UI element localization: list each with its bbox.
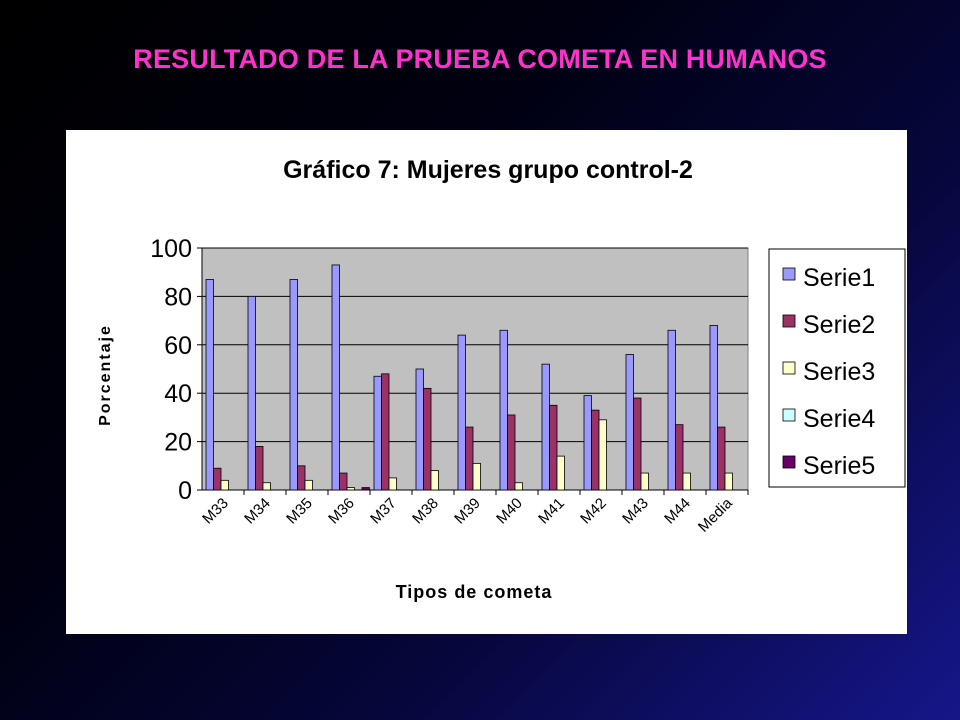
bar-serie5	[361, 487, 370, 491]
bar-serie2	[507, 414, 516, 491]
bar-serie2	[591, 409, 600, 491]
x-tick-label: M35	[283, 495, 316, 528]
x-tick-label: M37	[367, 495, 400, 528]
x-tick-label: M42	[577, 495, 610, 528]
legend-swatch	[782, 361, 796, 375]
bar-serie2	[675, 424, 684, 491]
legend-entry: Serie3	[803, 358, 875, 386]
bar-serie1	[625, 354, 634, 491]
y-tick-label: 80	[164, 283, 192, 311]
bar-serie3	[472, 462, 481, 491]
bar-serie1	[205, 279, 214, 491]
bar-serie3	[514, 482, 523, 491]
bar-serie1	[247, 295, 256, 491]
bar-serie1	[289, 279, 298, 491]
y-tick-label: 100	[150, 235, 192, 263]
bar-serie3	[220, 479, 229, 491]
x-tick-label: M33	[199, 495, 232, 528]
bar-serie2	[213, 467, 222, 491]
plot-background	[201, 247, 749, 491]
legend-swatch	[782, 267, 796, 281]
bar-serie1	[457, 334, 466, 491]
bar-serie1	[667, 329, 676, 491]
y-axis-label: Porcentaje	[97, 324, 114, 426]
x-tick-label: M44	[661, 495, 694, 528]
bar-serie2	[717, 426, 726, 491]
bar-serie3	[388, 477, 397, 491]
bar-serie1	[415, 368, 424, 491]
y-tick-label: 20	[164, 429, 192, 457]
bar-serie2	[465, 426, 474, 491]
bar-serie1	[331, 264, 340, 491]
bar-serie3	[724, 472, 733, 491]
bar-serie3	[598, 419, 607, 491]
legend-entry: Serie1	[803, 264, 875, 292]
bar-serie2	[633, 397, 642, 491]
bar-serie1	[709, 325, 718, 491]
bar-chart: Gráfico 7: Mujeres grupo control-2 0 20 40…	[97, 156, 906, 602]
bar-serie3	[640, 472, 649, 491]
bar-serie3	[556, 455, 565, 491]
slide-title: RESULTADO DE LA PRUEBA COMETA EN HUMANOS	[133, 44, 827, 74]
x-tick-label: M40	[493, 495, 526, 528]
legend-entry: Serie5	[803, 452, 875, 480]
y-tick-label: 40	[164, 380, 192, 408]
x-axis-label: Tipos de cometa	[396, 582, 553, 602]
x-tick-label: M41	[535, 495, 568, 528]
x-tick-label: M39	[451, 495, 484, 528]
bar-serie1	[541, 363, 550, 491]
bar-serie2	[297, 465, 306, 491]
chart-panel: Gráfico 7: Mujeres grupo control-2 0 20 40…	[66, 130, 907, 634]
x-tick-label: Media	[695, 494, 736, 535]
bar-serie1	[583, 395, 592, 491]
x-tick-label: M34	[241, 495, 274, 528]
bar-serie2	[339, 472, 348, 491]
legend-swatch	[782, 314, 796, 328]
bar-serie3	[430, 470, 439, 491]
bar-serie2	[423, 387, 432, 491]
bar-serie2	[549, 404, 558, 491]
plot-area: 0 20 40 60 80 100 M33 M34 M35 M36 M37 M38 M39 M40 M41 M…	[150, 235, 749, 536]
bar-serie3	[304, 479, 313, 491]
chart-title: Gráfico 7: Mujeres grupo control-2	[283, 156, 693, 184]
y-tick-label: 60	[164, 332, 192, 360]
bar-serie3	[262, 482, 271, 491]
x-tick-label: M43	[619, 495, 652, 528]
x-tick-label: M38	[409, 495, 442, 528]
legend: Serie1 Serie2 Serie3 Serie4 Serie5	[768, 248, 906, 488]
legend-swatch	[782, 455, 796, 469]
bar-serie3	[346, 487, 355, 491]
legend-swatch	[782, 408, 796, 422]
x-tick-label: M36	[325, 495, 358, 528]
bar-serie3	[682, 472, 691, 491]
bar-serie1	[499, 329, 508, 491]
legend-entry: Serie4	[803, 405, 875, 433]
bar-serie2	[381, 373, 390, 491]
bar-serie1	[373, 375, 382, 491]
y-tick-label: 0	[178, 477, 192, 505]
legend-entry: Serie2	[803, 311, 875, 339]
bar-serie2	[255, 446, 264, 491]
